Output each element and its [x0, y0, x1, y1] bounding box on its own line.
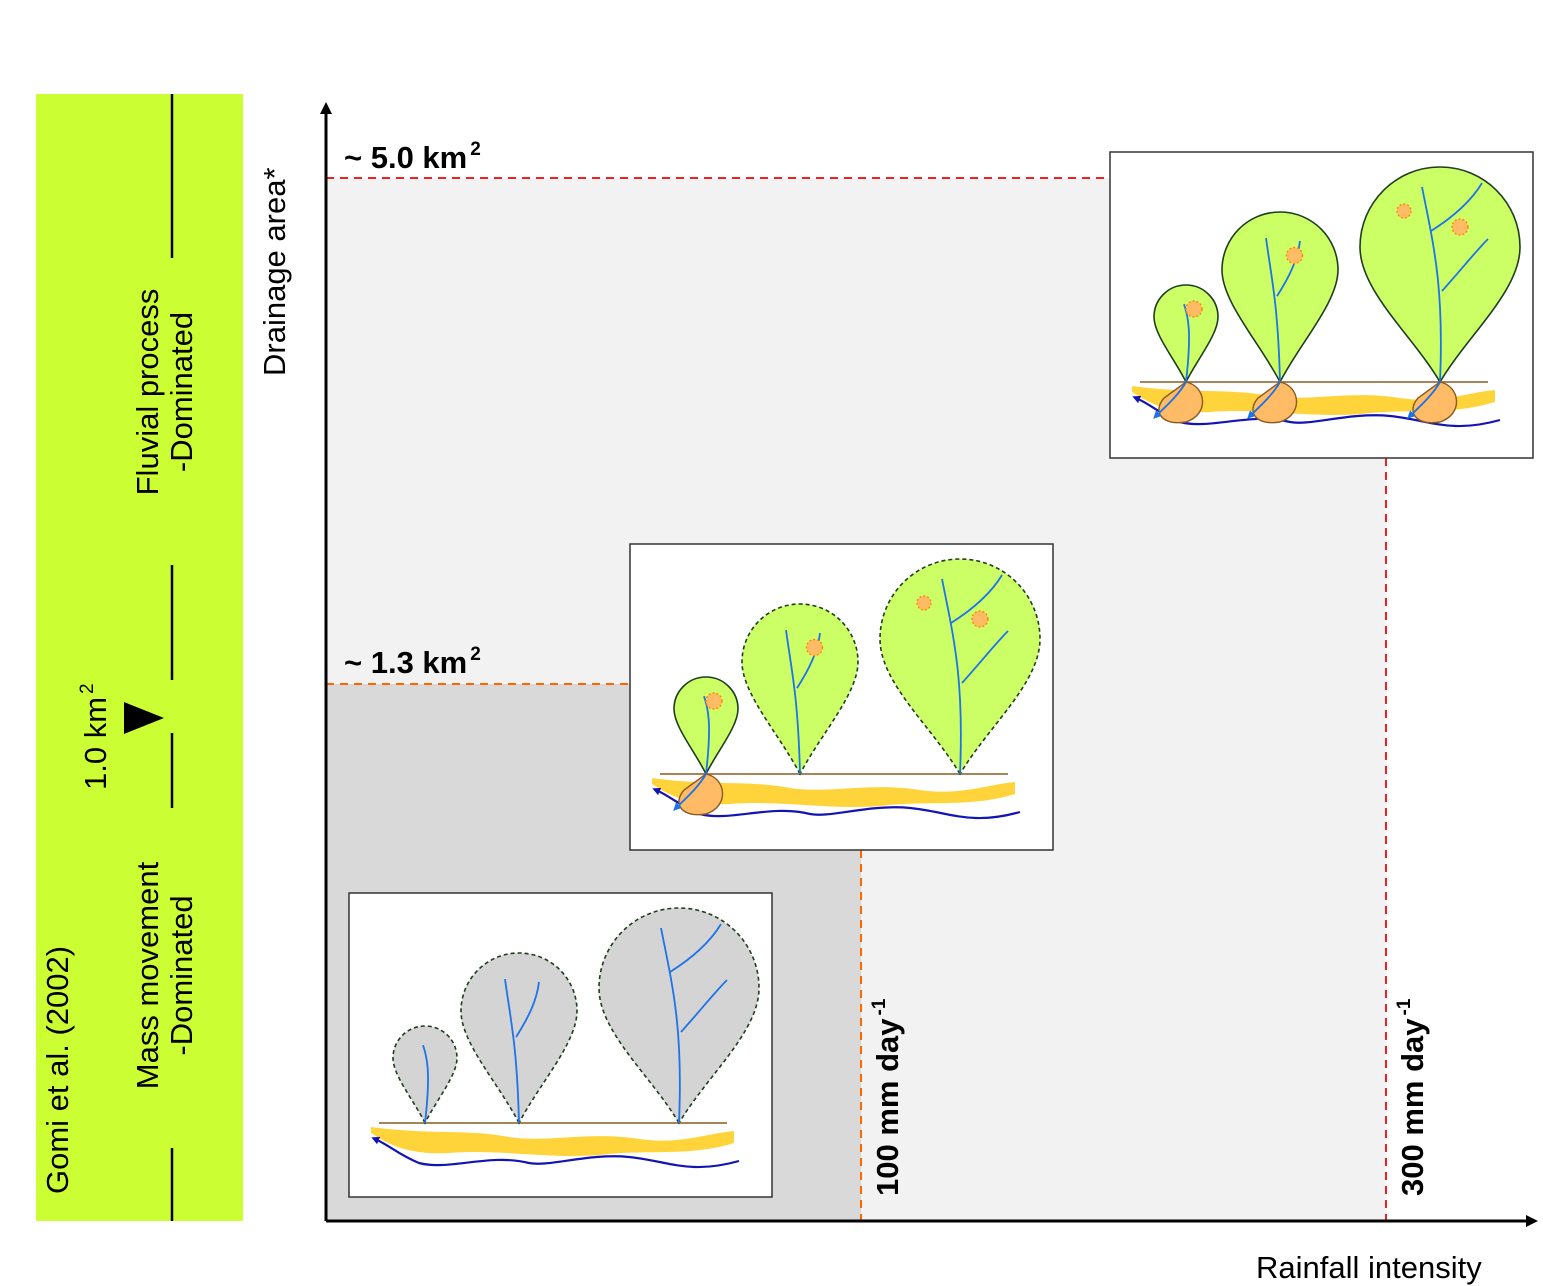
catchments-high [1132, 166, 1521, 428]
landslide-scar [805, 638, 824, 657]
debris-fan [1158, 381, 1204, 424]
river-line [371, 1136, 740, 1169]
sediment-deposit [371, 1127, 734, 1156]
stream-channel [680, 979, 728, 1033]
debris-flow-path [673, 773, 707, 811]
rain-high-label: 300 mm day-1 [1394, 998, 1430, 1196]
stream-channel [422, 1044, 429, 1124]
landslide-scar [1185, 300, 1203, 318]
fluvial-label-line1: Fluvial process [130, 288, 165, 496]
stream-channel [796, 632, 821, 689]
x-axis-label: Rainfall intensity [1256, 1250, 1482, 1285]
stream-channel [703, 695, 710, 775]
catchments-mid [652, 558, 1041, 820]
stream-channel [1265, 237, 1281, 383]
landslide-scar [971, 610, 989, 628]
stream-channel [961, 630, 1009, 684]
stream-channel [669, 923, 722, 973]
stream-channel [1276, 240, 1301, 297]
landslide-scar [1396, 203, 1412, 219]
debris-fan [1412, 381, 1458, 424]
catchment-shape [741, 603, 859, 776]
mass-label-line1: Mass movement [130, 861, 165, 1090]
threshold-marker-icon [124, 702, 164, 734]
rain-low-label: 100 mm day-1 [869, 998, 905, 1196]
sediment-deposit [1132, 386, 1495, 415]
stream-channel [785, 629, 801, 775]
stream-channel [1430, 182, 1483, 232]
catchment-shape [460, 952, 578, 1125]
debris-flow-path [1247, 381, 1281, 419]
y-axis-label: Drainage area* [257, 167, 292, 376]
landslide-scar [1285, 246, 1304, 265]
stream-channel [660, 927, 681, 1124]
stream-channel [950, 574, 1003, 624]
stream-channel [941, 578, 962, 775]
catchments-low [371, 907, 760, 1169]
stream-channel [515, 981, 540, 1038]
side-panel [36, 94, 243, 1221]
catchment-shape [1221, 211, 1339, 384]
debris-fan [678, 773, 724, 816]
landslide-scar [705, 692, 723, 710]
stream-channel [1421, 186, 1442, 383]
stream-channel [1183, 303, 1190, 383]
citation-label: Gomi et al. (2002) [40, 945, 75, 1194]
area-mid-label: ~ 1.3 km 2 [344, 644, 481, 680]
debris-flow-path [1153, 381, 1187, 419]
area-high-label: ~ 5.0 km 2 [344, 139, 481, 175]
landslide-scar [916, 595, 932, 611]
landslide-scar [1451, 218, 1469, 236]
catchment-shape [1359, 166, 1521, 384]
fluvial-label: Fluvial process -Dominated [130, 247, 199, 537]
stream-channel [1441, 238, 1489, 292]
stream-channel [504, 978, 520, 1124]
catchment-shape [879, 558, 1041, 776]
mass-movement-label: Mass movement -Dominated [130, 833, 199, 1118]
catchment-shape [598, 907, 760, 1125]
debris-fan [1252, 381, 1298, 424]
debris-flow-path [1407, 381, 1441, 419]
fluvial-label-line2: -Dominated [164, 311, 199, 473]
mass-label-line2: -Dominated [164, 895, 199, 1056]
catchment-shape [392, 1025, 458, 1125]
sediment-deposit [652, 778, 1015, 807]
threshold-area-label: 1.0 km2 [77, 683, 113, 790]
